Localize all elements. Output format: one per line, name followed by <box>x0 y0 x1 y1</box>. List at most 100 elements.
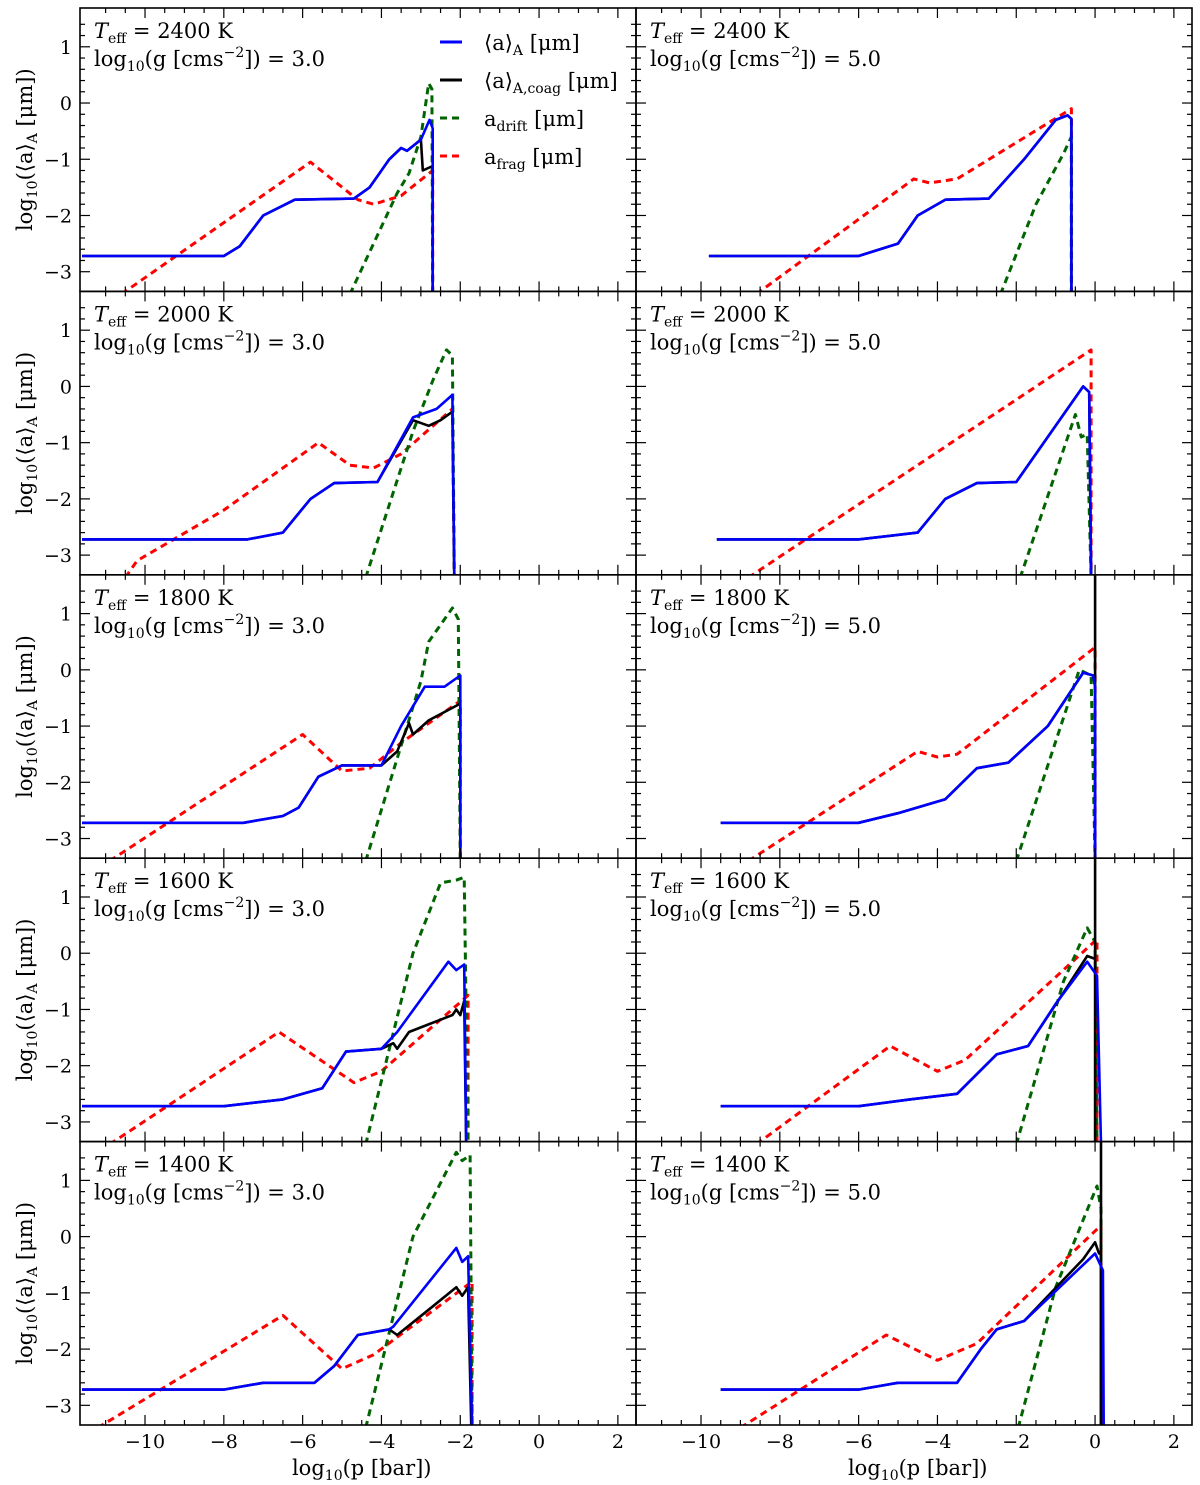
teff-annotation: Teff​ = 1600 K <box>94 869 233 897</box>
subscript: A <box>25 699 41 711</box>
text-part: T <box>94 586 110 610</box>
subscript: frag <box>497 157 526 173</box>
panel-2400-3.0: −3 −2 −1 0 1 log10​(⟨a⟩A​ [μm]) Teff​ = 2400 K… <box>13 7 637 293</box>
subscript: eff <box>108 31 127 47</box>
subscript: 10 <box>683 909 701 925</box>
text-part: [μm]) <box>13 68 37 133</box>
text-part: [μm]) <box>13 352 37 417</box>
legend-label-a: ⟨a⟩A​ [μm] <box>484 31 580 59</box>
text-part: = 1600 K <box>126 869 233 893</box>
superscript: −2 <box>780 1179 801 1195</box>
superscript: −2 <box>780 328 801 344</box>
logg-annotation: log10​(g [cms−2​]) = 3.0 <box>94 895 325 925</box>
y-tick-label: 0 <box>60 376 72 398</box>
teff-annotation: Teff​ = 1600 K <box>650 869 789 897</box>
x-tick-label: −2 <box>1002 1431 1030 1453</box>
y-axis-label: log10​(⟨a⟩A​ [μm]) <box>13 635 41 798</box>
series-a-line <box>82 960 468 1142</box>
y-tick-label: −3 <box>44 1395 72 1417</box>
logg-annotation: log10​(g [cms−2​]) = 3.0 <box>94 328 325 358</box>
text-part: (g [cms <box>145 47 224 71</box>
text-part: [μm]) <box>13 919 37 984</box>
logg-annotation: log10​(g [cms−2​]) = 5.0 <box>650 1179 881 1209</box>
subscript: eff <box>108 881 127 897</box>
subscript: A <box>512 43 524 59</box>
series-a-line <box>82 393 456 575</box>
teff-annotation: Teff​ = 1400 K <box>650 1153 789 1181</box>
series-frag-line <box>99 1280 474 1425</box>
series-a-line <box>720 1252 1105 1425</box>
text-part: a <box>484 107 497 131</box>
series-a-line <box>720 960 1103 1142</box>
x-tick-label: −8 <box>210 1431 238 1453</box>
subscript: 10 <box>25 1031 41 1049</box>
x-tick-label: 2 <box>612 1431 624 1453</box>
series-frag-line <box>742 1223 1103 1425</box>
x-tick-label: −4 <box>923 1431 951 1453</box>
text-part: T <box>650 302 666 326</box>
y-tick-label: −2 <box>44 1056 72 1078</box>
text-part: log <box>650 47 683 71</box>
y-tick-label: 1 <box>60 320 72 342</box>
legend-label-coag: ⟨a⟩A,coag​ [μm] <box>484 69 618 97</box>
y-tick-label: −3 <box>44 545 72 567</box>
panel-frame <box>635 1140 1193 1426</box>
y-axis-label: log10​(⟨a⟩A​ [μm]) <box>13 68 41 231</box>
subscript: 10 <box>127 342 145 358</box>
text-part: T <box>94 1153 110 1177</box>
text-part: log <box>13 1048 37 1081</box>
subscript: eff <box>108 1165 127 1181</box>
text-part: (⟨a⟩ <box>13 710 37 747</box>
series-drift-line <box>364 1150 474 1425</box>
text-part: = 1400 K <box>126 1153 233 1177</box>
subscript: 10 <box>127 626 145 642</box>
text-part: (g [cms <box>701 614 780 638</box>
text-part: ]) = 5.0 <box>800 897 881 921</box>
panel-1800-3.0: −3 −2 −1 0 1 log10​(⟨a⟩A​ [μm]) Teff​ = 1800 K… <box>13 573 637 859</box>
series-frag-line <box>757 107 1073 292</box>
panel-2000-3.0: −3 −2 −1 0 1 log10​(⟨a⟩A​ [μm]) Teff​ = 2000 K… <box>13 290 637 576</box>
text-part: T <box>94 302 110 326</box>
logg-annotation: log10​(g [cms−2​]) = 5.0 <box>650 612 881 642</box>
y-tick-label: −1 <box>44 716 72 738</box>
teff-annotation: Teff​ = 2400 K <box>94 19 233 47</box>
text-part: (g [cms <box>701 330 780 354</box>
subscript: 10 <box>25 464 41 482</box>
x-tick-label: 2 <box>1168 1431 1180 1453</box>
subscript: 10 <box>25 747 41 765</box>
text-part: log <box>13 1332 37 1365</box>
legend-label-drift: adrift​ [μm] <box>484 107 584 135</box>
series-drift-line <box>1017 1184 1103 1425</box>
text-part: log <box>94 330 127 354</box>
text-part: T <box>650 19 666 43</box>
subscript: A <box>25 1266 41 1278</box>
series-coag-line <box>716 385 1093 575</box>
subscript: A,coag <box>512 81 561 97</box>
series-frag-line <box>749 348 1093 575</box>
text-part: (g [cms <box>701 47 780 71</box>
series-a-line <box>716 385 1093 575</box>
subscript: drift <box>497 119 528 135</box>
text-part: (p [bar]) <box>343 1456 432 1480</box>
subscript: 10 <box>325 1468 343 1484</box>
text-part: (g [cms <box>145 330 224 354</box>
series-coag-line <box>82 1285 473 1425</box>
x-tick-label: −6 <box>845 1431 873 1453</box>
series-drift-line <box>1019 413 1093 575</box>
y-tick-label: 1 <box>60 887 72 909</box>
x-tick-label: −2 <box>446 1431 474 1453</box>
text-part: (g [cms <box>701 1181 780 1205</box>
text-part: log <box>650 897 683 921</box>
subscript: eff <box>108 598 127 614</box>
x-tick-label: −6 <box>289 1431 317 1453</box>
text-part: log <box>650 614 683 638</box>
text-part: = 1400 K <box>682 1153 789 1177</box>
text-part: = 1800 K <box>126 586 233 610</box>
y-axis-label: log10​(⟨a⟩A​ [μm]) <box>13 919 41 1082</box>
y-axis-label: log10​(⟨a⟩A​ [μm]) <box>13 352 41 515</box>
series-drift-line <box>349 81 435 292</box>
subscript: A <box>25 132 41 144</box>
subscript: A <box>25 416 41 428</box>
subscript: eff <box>664 1165 683 1181</box>
